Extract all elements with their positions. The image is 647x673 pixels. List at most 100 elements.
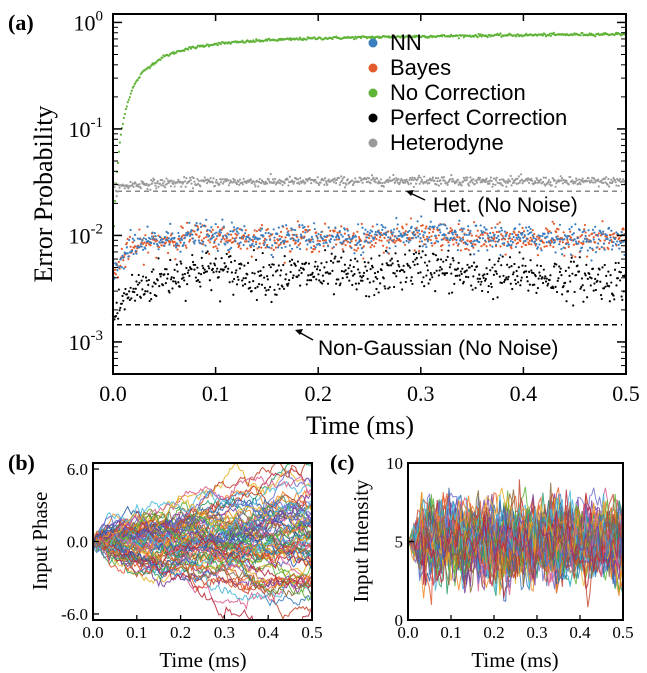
data-point: [379, 178, 382, 181]
data-point: [500, 264, 503, 267]
data-point: [329, 237, 333, 241]
data-point: [188, 234, 192, 237]
data-point: [493, 233, 496, 236]
data-point: [296, 178, 300, 181]
data-point: [584, 231, 587, 234]
data-point: [191, 233, 194, 236]
data-point: [449, 263, 452, 266]
data-point: [582, 242, 585, 245]
data-point: [219, 181, 222, 184]
data-point: [375, 233, 378, 236]
data-point: [329, 240, 332, 244]
data-point: [230, 221, 233, 224]
data-point: [137, 273, 140, 277]
data-point: [252, 235, 255, 238]
data-point: [451, 257, 454, 260]
data-point: [568, 274, 571, 277]
data-point: [272, 228, 275, 231]
data-point: [492, 297, 495, 301]
data-point: [457, 222, 460, 226]
data-point: [324, 235, 327, 238]
data-point: [528, 243, 531, 246]
data-point: [267, 288, 270, 291]
data-point: [189, 47, 193, 50]
data-point: [420, 178, 424, 181]
data-point: [122, 116, 125, 120]
data-point: [300, 235, 303, 238]
data-point: [417, 235, 420, 238]
data-point: [234, 240, 237, 243]
data-point: [432, 228, 435, 231]
data-point: [291, 276, 294, 279]
data-point: [373, 245, 376, 248]
data-point: [139, 238, 142, 241]
data-point: [188, 274, 191, 277]
panel-b-ylabel: Input Phase: [28, 492, 52, 591]
data-point: [156, 244, 159, 247]
data-point: [286, 284, 289, 287]
data-point: [601, 220, 604, 223]
data-point: [411, 282, 414, 286]
panel-label-c: (c): [330, 450, 354, 475]
data-point: [579, 249, 582, 253]
data-point: [485, 245, 488, 248]
data-point: [386, 251, 389, 254]
data-point: [519, 279, 523, 282]
data-point: [219, 43, 222, 46]
data-point: [508, 180, 512, 183]
data-point: [177, 231, 180, 235]
data-point: [249, 286, 252, 289]
data-point: [359, 176, 362, 179]
data-point: [603, 239, 606, 242]
data-point: [423, 285, 426, 288]
data-point: [163, 244, 166, 247]
data-point: [241, 279, 244, 282]
data-point: [471, 245, 474, 248]
data-point: [509, 239, 512, 243]
data-point: [195, 222, 198, 225]
data-point: [512, 235, 515, 239]
data-point: [194, 263, 197, 267]
data-point: [410, 225, 413, 228]
data-point: [485, 228, 488, 231]
data-point: [504, 278, 507, 281]
data-point: [495, 270, 498, 273]
data-point: [119, 306, 122, 309]
data-point: [297, 238, 300, 241]
data-point: [273, 288, 276, 292]
data-point: [590, 179, 593, 182]
data-point: [519, 239, 522, 243]
data-point: [450, 272, 453, 275]
data-point: [448, 292, 451, 295]
data-point: [497, 234, 500, 238]
data-point: [165, 177, 168, 180]
data-point: [312, 240, 315, 243]
data-point: [169, 222, 172, 225]
data-point: [341, 248, 344, 251]
data-point: [411, 176, 414, 179]
data-point: [580, 285, 583, 289]
data-point: [572, 239, 575, 242]
data-point: [574, 273, 578, 277]
data-point: [467, 225, 470, 228]
data-point: [352, 265, 355, 269]
data-point: [373, 293, 376, 297]
data-point: [147, 278, 151, 282]
data-point: [374, 230, 377, 234]
data-point: [221, 235, 225, 238]
data-point: [426, 269, 429, 272]
data-point: [599, 239, 602, 242]
data-point: [525, 270, 528, 273]
data-point: [325, 261, 328, 264]
data-point: [365, 269, 369, 272]
data-point: [381, 244, 385, 247]
data-point: [567, 183, 570, 186]
data-point: [242, 243, 245, 247]
data-point: [196, 178, 199, 181]
data-point: [130, 184, 134, 187]
data-point: [395, 216, 398, 220]
data-point: [368, 234, 371, 237]
data-point: [232, 293, 235, 296]
data-point: [517, 266, 520, 269]
data-point: [365, 236, 369, 239]
